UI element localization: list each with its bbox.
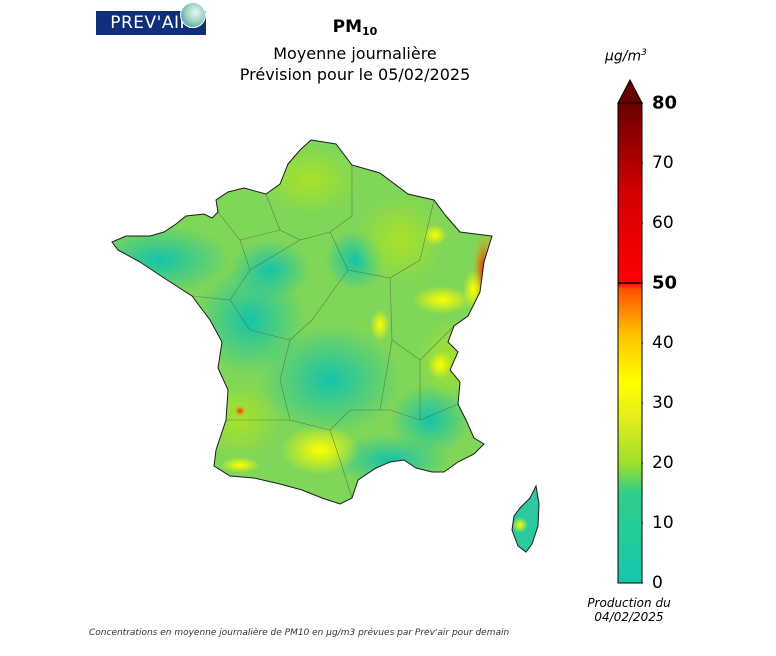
colorbar-tick-label: 50	[652, 272, 678, 294]
france-pm10-map	[111, 139, 540, 553]
colorbar-tick-label: 30	[652, 393, 674, 413]
production-date: Production du 04/02/2025	[574, 596, 684, 624]
colorbar-tick-label: 0	[652, 573, 663, 593]
title-subtitle: Moyenne journalière	[273, 44, 437, 63]
colorbar-tick-label: 60	[652, 213, 674, 233]
title-forecast-date: Prévision pour le 05/02/2025	[239, 65, 471, 84]
colorbar-arrow	[617, 78, 643, 104]
corsica-outline	[511, 484, 540, 553]
colorbar-tick-label: 10	[652, 513, 674, 533]
production-label: Production du	[587, 596, 671, 610]
colorbar-unit: µg/m3	[605, 48, 647, 65]
map-title: PM10 Moyenne journalière Prévision pour …	[200, 16, 510, 85]
colorbar-tick-label: 40	[652, 333, 674, 353]
logo-text: PREV'AIR	[110, 13, 192, 33]
colorbar-tick-label: 20	[652, 453, 674, 473]
mainland-concentration-field	[112, 140, 492, 504]
colorbar-tick-label: 70	[652, 153, 674, 173]
colorbar-gradient	[617, 102, 643, 584]
colorbar-tick-label: 80	[652, 92, 678, 114]
colorbar	[617, 78, 643, 584]
footnote: Concentrations en moyenne journalière de…	[89, 628, 510, 638]
title-pollutant: PM10	[332, 17, 378, 38]
logo-orb-icon	[180, 2, 206, 28]
corsica-concentration-field	[512, 486, 539, 552]
production-value: 04/02/2025	[594, 610, 664, 624]
france-outline	[111, 139, 493, 505]
